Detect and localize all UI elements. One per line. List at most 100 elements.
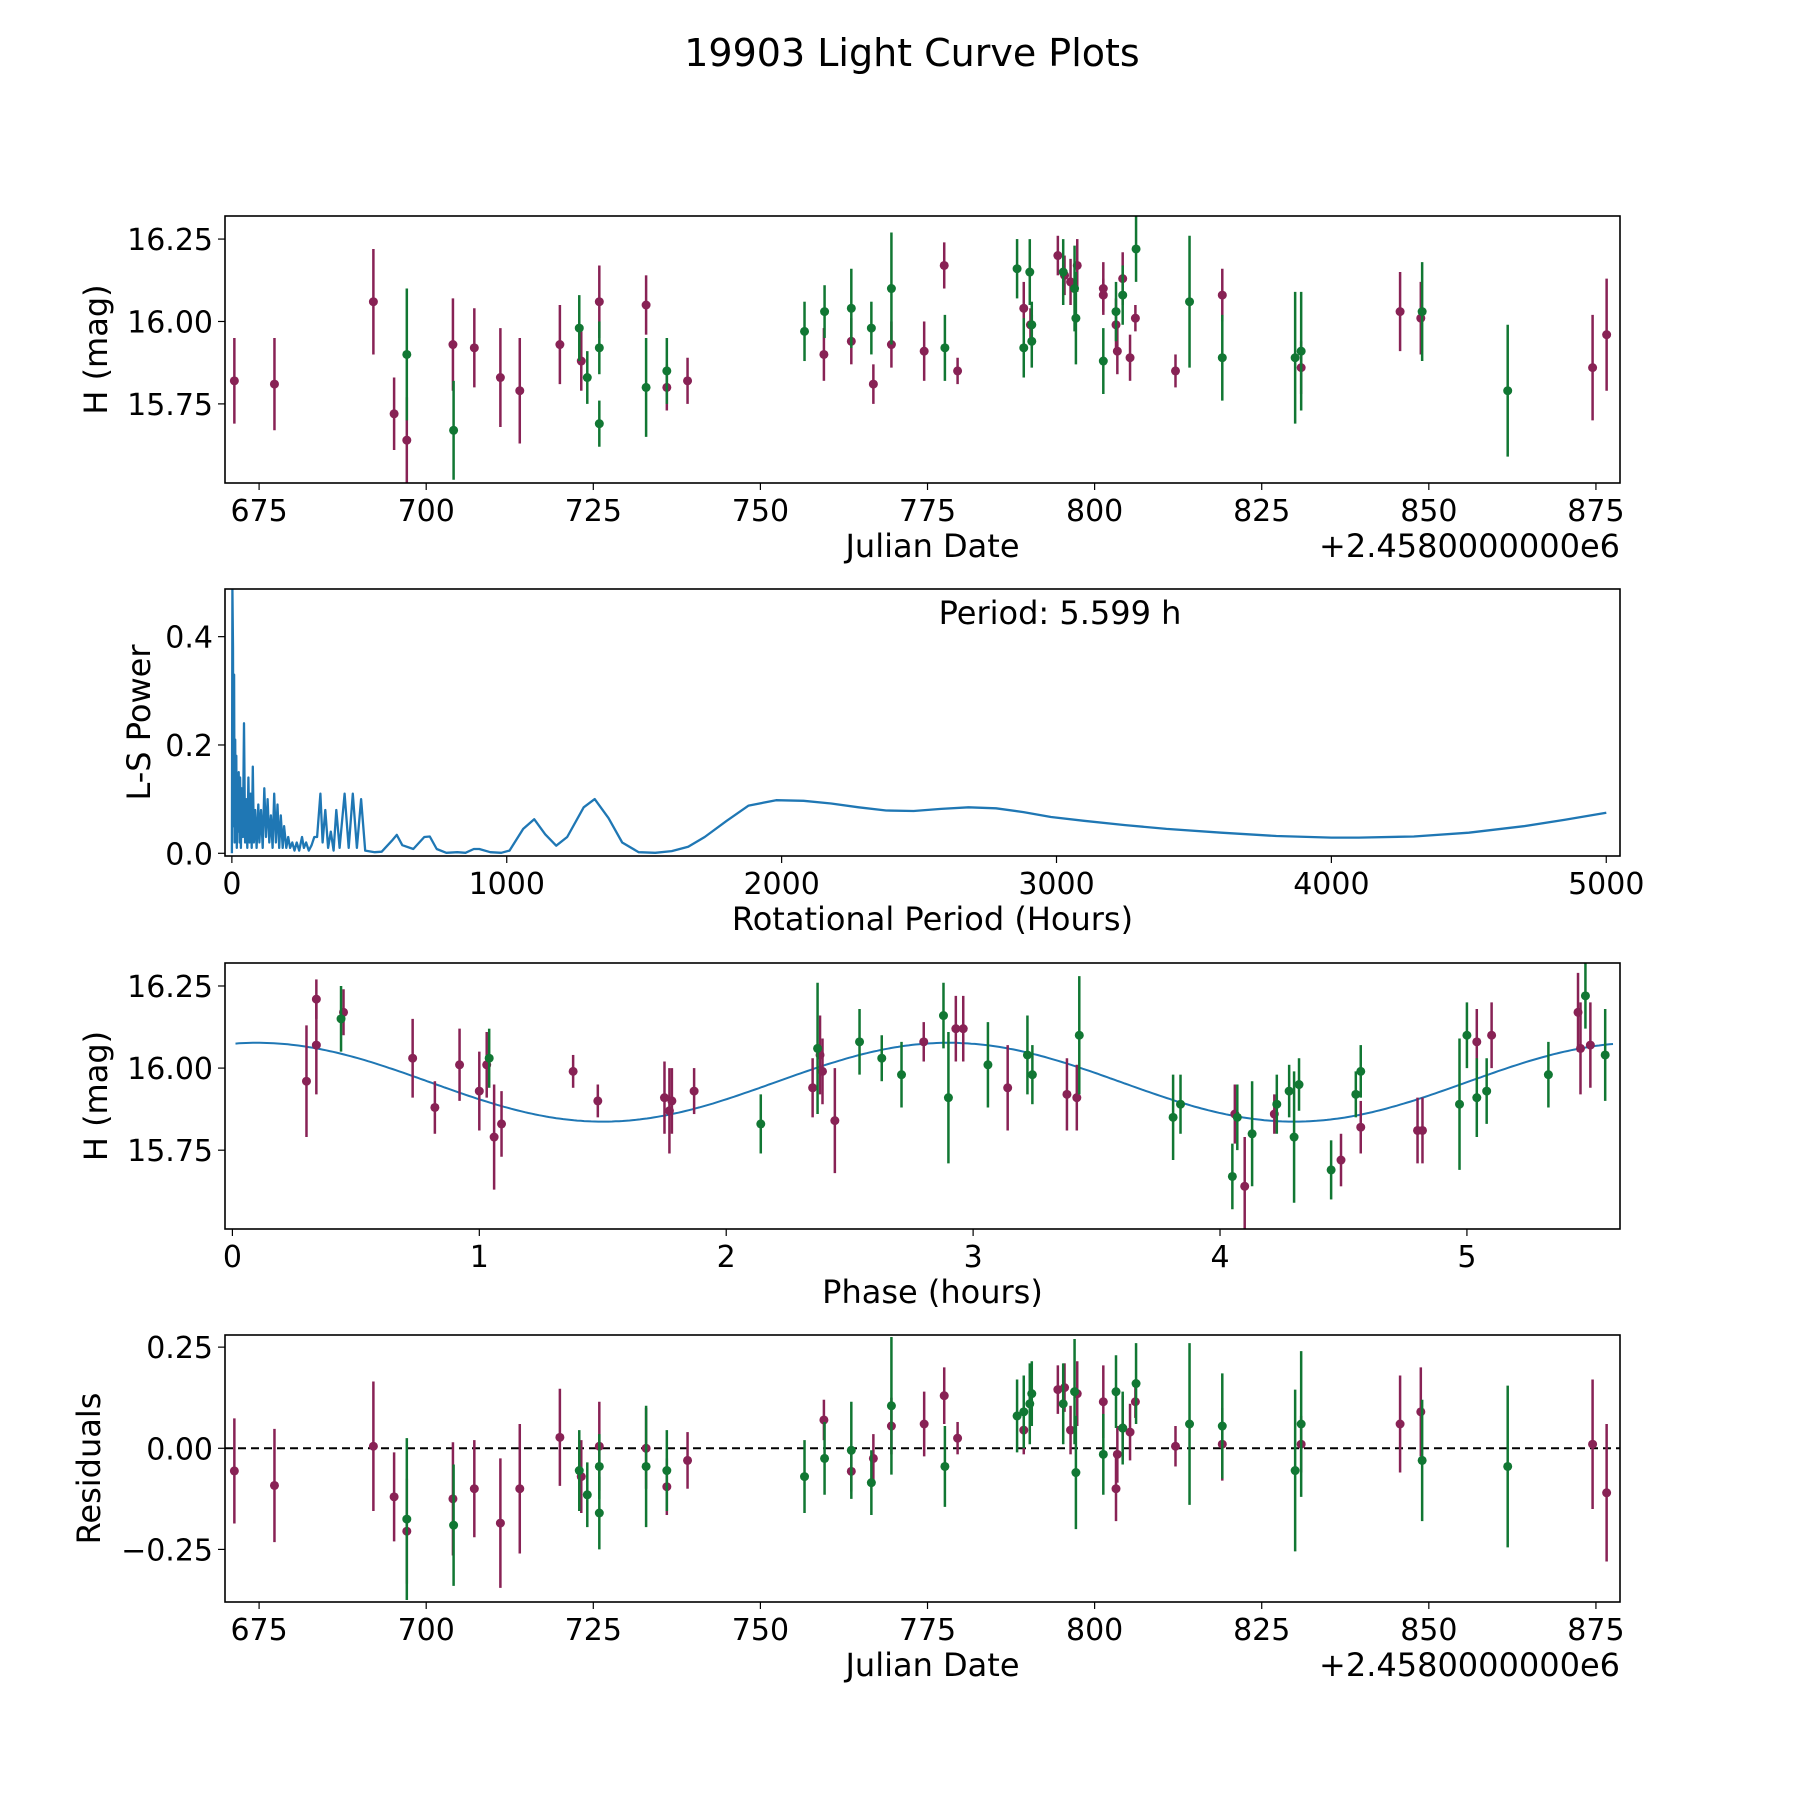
data-point xyxy=(474,1086,484,1096)
data-point xyxy=(1170,366,1180,376)
data-point xyxy=(667,1096,677,1106)
x-tick-label: 700 xyxy=(398,494,455,529)
data-point xyxy=(555,1432,565,1442)
data-point xyxy=(1058,267,1068,277)
data-point xyxy=(1356,1122,1366,1132)
y-tick-label: 16.00 xyxy=(127,305,213,340)
x-tick-label: 5 xyxy=(1457,1240,1476,1275)
data-point xyxy=(1062,1089,1072,1099)
data-point xyxy=(1351,1089,1361,1099)
data-point xyxy=(1503,386,1513,396)
data-point xyxy=(1118,1423,1128,1433)
data-point xyxy=(1058,1399,1068,1409)
data-point xyxy=(1185,297,1195,307)
x-axis-label: Julian Date xyxy=(843,1646,1019,1684)
data-point xyxy=(1131,244,1141,254)
data-point xyxy=(662,1466,672,1476)
period-annotation: Period: 5.599 h xyxy=(939,594,1182,632)
data-point xyxy=(1416,1407,1426,1417)
data-point xyxy=(813,1043,823,1053)
data-point xyxy=(897,1070,907,1080)
x-tick-label: 4 xyxy=(1210,1240,1229,1275)
data-point xyxy=(497,1119,507,1129)
y-tick-label: −0.25 xyxy=(121,1533,213,1568)
data-point xyxy=(953,1433,963,1443)
axes-frame xyxy=(224,588,1621,857)
data-point xyxy=(1290,1466,1300,1476)
axes-frame xyxy=(224,1334,1621,1603)
data-point xyxy=(1070,284,1080,294)
data-point xyxy=(1019,1407,1029,1417)
data-point xyxy=(1585,1040,1595,1050)
y-axis-label: Residuals xyxy=(70,1393,108,1545)
periodogram-line xyxy=(230,589,1607,854)
data-point xyxy=(958,1024,968,1034)
data-point xyxy=(641,1461,651,1471)
data-point xyxy=(689,1086,699,1096)
x-tick-label: 775 xyxy=(899,1613,956,1648)
data-point xyxy=(1125,353,1135,363)
data-point xyxy=(402,1514,412,1524)
data-point xyxy=(830,1116,840,1126)
x-tick-label: 850 xyxy=(1400,1613,1457,1648)
data-point xyxy=(866,1478,876,1488)
data-point xyxy=(1003,1083,1013,1093)
data-point xyxy=(1580,991,1590,1001)
y-tick-label: 16.25 xyxy=(127,970,213,1005)
x-tick-label: 3000 xyxy=(1018,867,1094,902)
data-point xyxy=(1131,1379,1141,1389)
data-point xyxy=(593,1096,603,1106)
data-point xyxy=(582,1490,592,1500)
data-point xyxy=(819,349,829,359)
data-point xyxy=(368,1441,378,1451)
x-tick-label: 4000 xyxy=(1293,867,1369,902)
data-point xyxy=(568,1066,578,1076)
data-point xyxy=(430,1102,440,1112)
y-tick-label: 0.4 xyxy=(165,621,213,656)
data-point xyxy=(1176,1099,1186,1109)
data-point xyxy=(1217,1421,1227,1431)
data-point xyxy=(866,323,876,333)
x-tick-label: 825 xyxy=(1233,1613,1290,1648)
data-point xyxy=(1025,267,1035,277)
data-point xyxy=(951,1024,961,1034)
data-point xyxy=(846,1445,856,1455)
data-point xyxy=(229,376,239,386)
data-point xyxy=(574,1466,584,1476)
x-tick-label: 725 xyxy=(565,1613,622,1648)
data-point xyxy=(1012,264,1022,274)
x-tick-label: 2000 xyxy=(743,867,819,902)
data-point xyxy=(448,340,458,350)
data-point xyxy=(1027,1389,1037,1399)
x-offset-label: +2.4580000000e6 xyxy=(1319,527,1620,565)
data-point xyxy=(1417,307,1427,317)
data-point xyxy=(1602,330,1612,340)
data-point xyxy=(659,1093,669,1103)
data-point xyxy=(1071,313,1081,323)
x-tick-label: 3 xyxy=(964,1240,983,1275)
data-point xyxy=(1227,1171,1237,1181)
data-point xyxy=(484,1053,494,1063)
data-point xyxy=(402,435,412,445)
plot-area xyxy=(225,1337,1620,1600)
data-point xyxy=(940,1461,950,1471)
data-point xyxy=(1455,1099,1465,1109)
data-point xyxy=(1472,1093,1482,1103)
data-point xyxy=(1066,277,1076,287)
x-tick-label: 725 xyxy=(565,494,622,529)
data-point xyxy=(1098,1397,1108,1407)
data-point xyxy=(886,284,896,294)
y-tick-label: 0.25 xyxy=(146,1331,213,1366)
data-point xyxy=(800,326,810,336)
data-point xyxy=(574,323,584,333)
x-tick-label: 0 xyxy=(223,1240,242,1275)
data-point xyxy=(1112,1449,1122,1459)
data-point xyxy=(1602,1488,1612,1498)
data-point xyxy=(1098,290,1108,300)
data-point xyxy=(1071,1468,1081,1478)
data-point xyxy=(1022,1050,1032,1060)
data-point xyxy=(939,1391,949,1401)
data-point xyxy=(489,1132,499,1142)
data-point xyxy=(1588,1439,1598,1449)
data-point xyxy=(1336,1155,1346,1165)
